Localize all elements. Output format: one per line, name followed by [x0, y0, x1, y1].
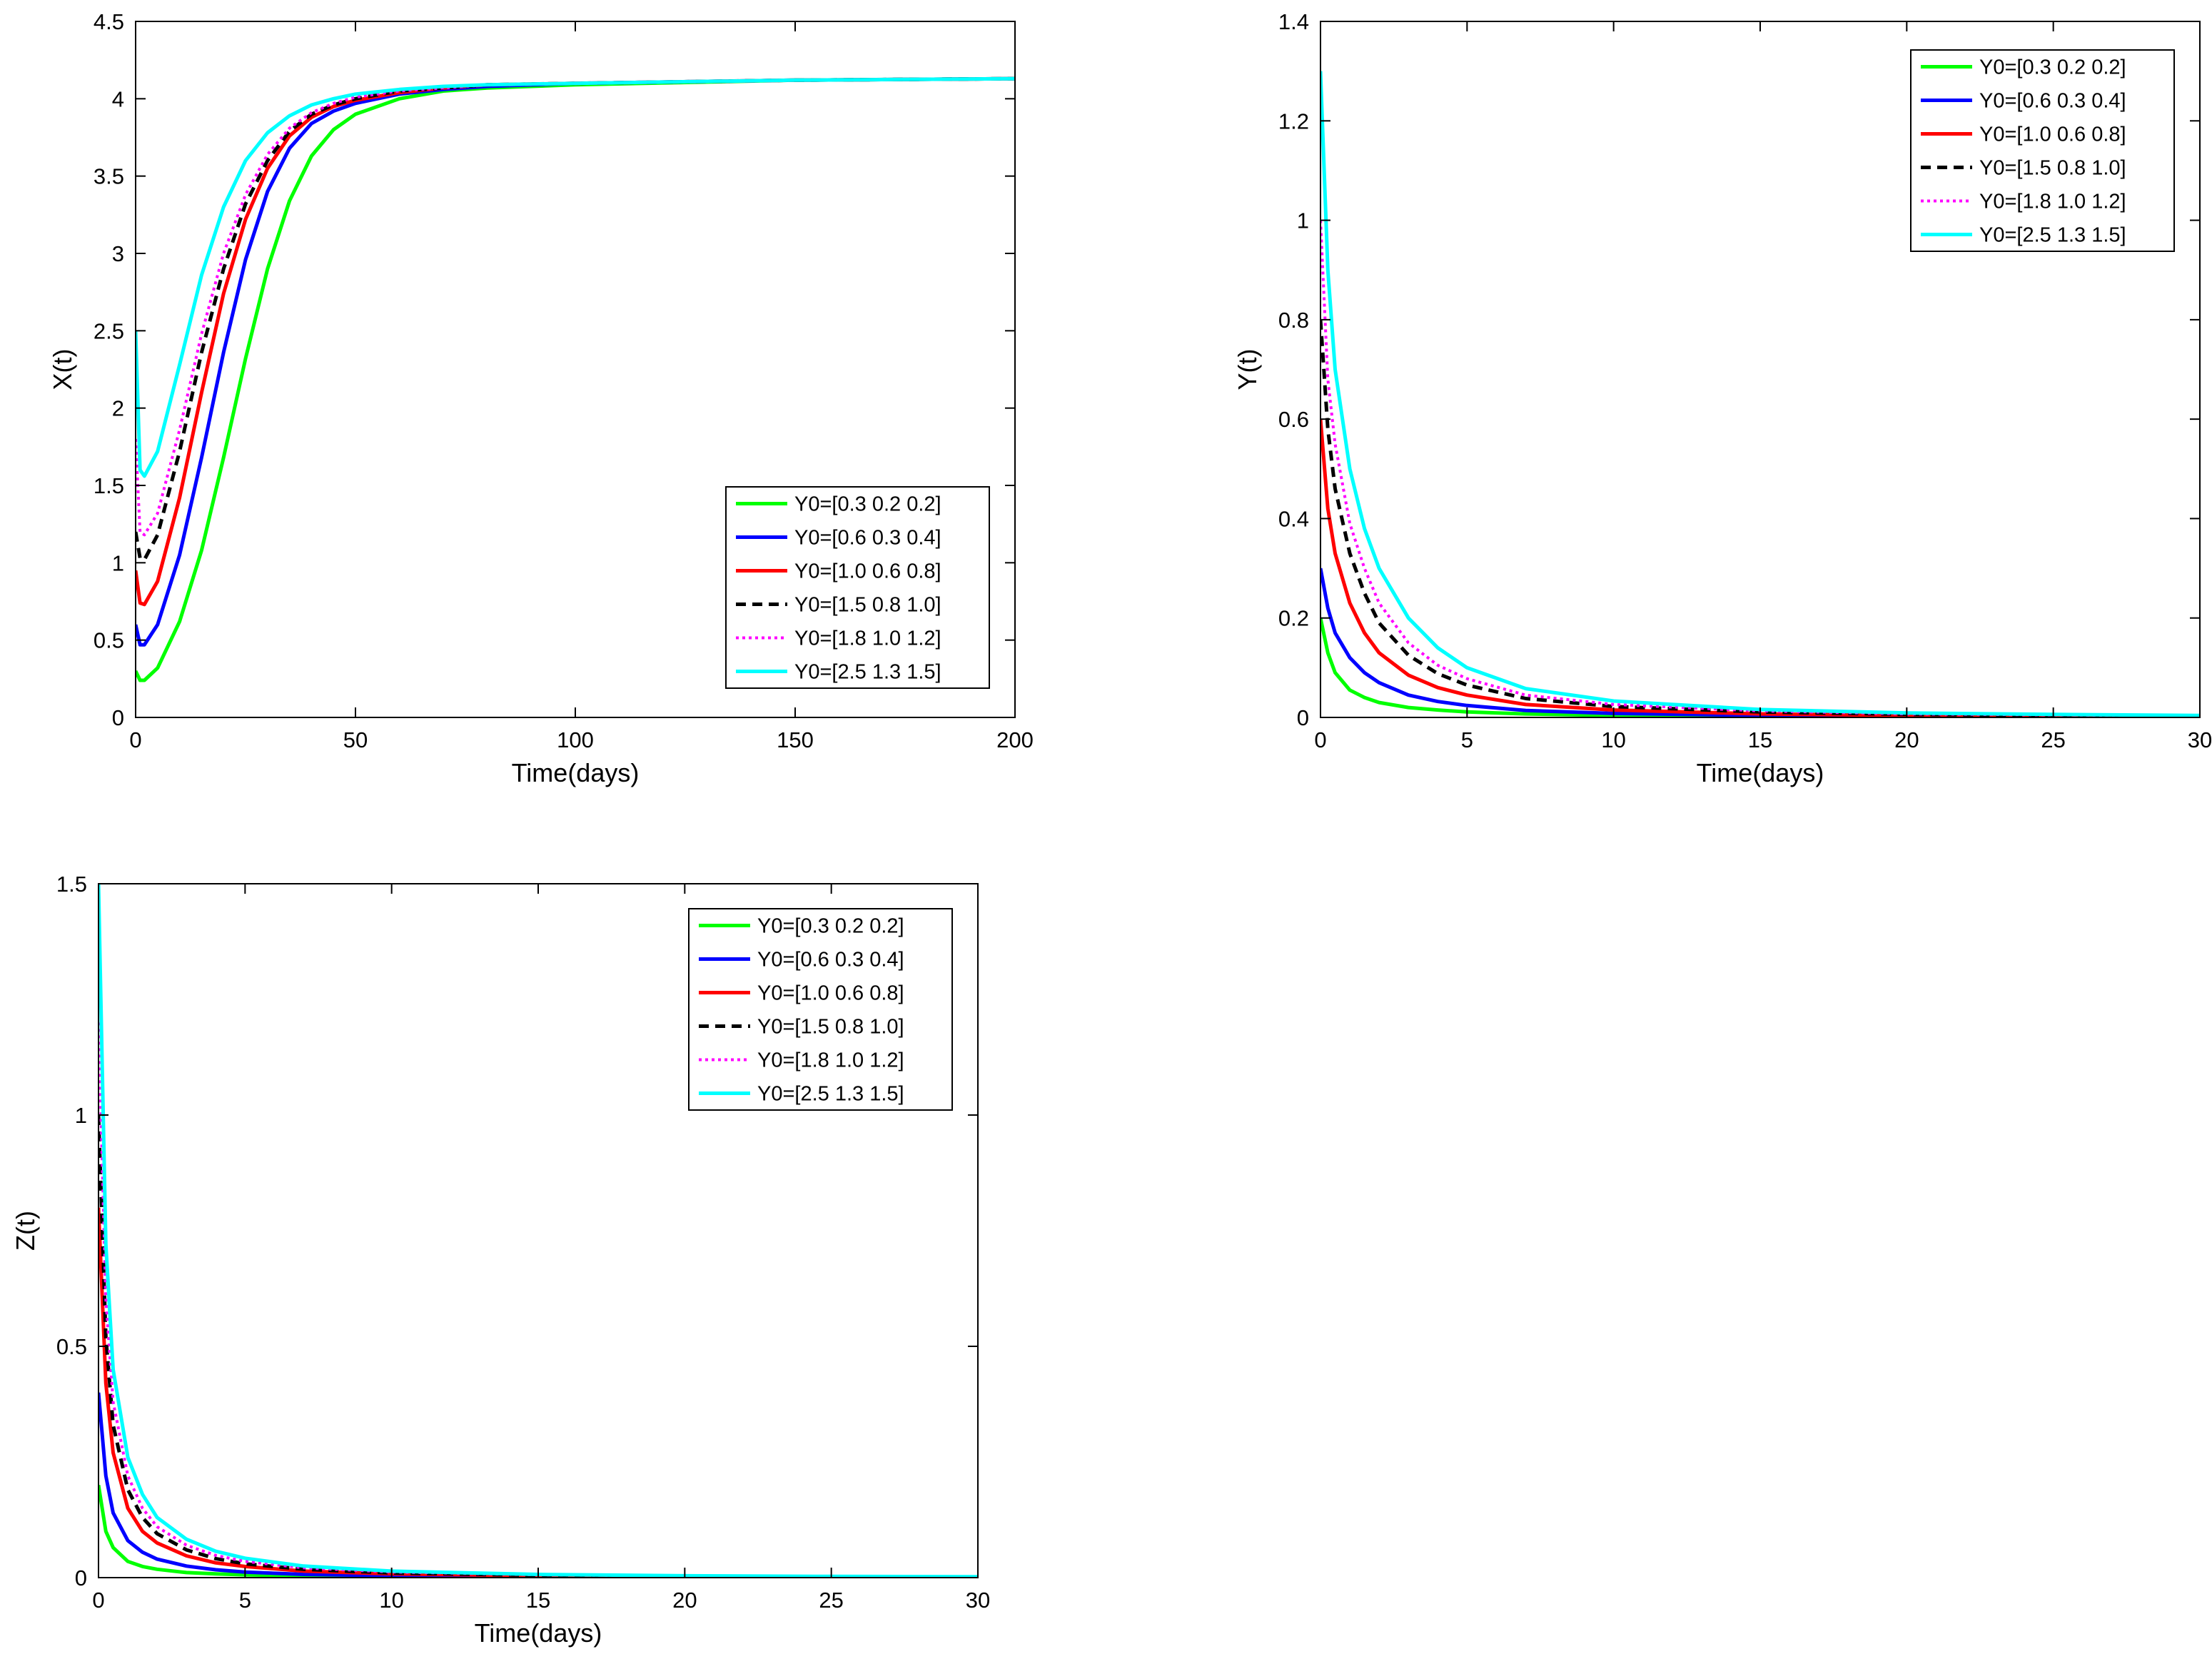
y-tick-label: 0.2	[1278, 606, 1309, 631]
x-tick-label: 0	[1314, 727, 1326, 752]
y-axis-label: Z(t)	[11, 1211, 40, 1251]
x-tick-label: 25	[819, 1588, 843, 1613]
y-tick-label: 0.8	[1278, 308, 1309, 333]
x-tick-label: 25	[2041, 727, 2065, 752]
x-tick-label: 15	[1748, 727, 1772, 752]
legend: Y0=[0.3 0.2 0.2] Y0=[0.6 0.3 0.4] Y0=[1.0 …	[1910, 49, 2175, 252]
y-tick-label: 4.5	[94, 9, 124, 34]
x-tick-label: 0	[129, 727, 141, 752]
x-tick-label: 0	[92, 1588, 104, 1613]
series-group	[99, 884, 978, 1578]
y-tick-label: 1.5	[56, 872, 87, 897]
legend: Y0=[0.3 0.2 0.2] Y0=[0.6 0.3 0.4] Y0=[1.0 …	[725, 486, 990, 689]
series-line-4	[1320, 220, 2200, 717]
series-line-4	[99, 1022, 978, 1578]
legend-label-3: Y0=[1.5 0.8 1.0]	[1979, 157, 2126, 180]
series-line-5	[136, 76, 1015, 478]
legend-label-1: Y0=[0.6 0.3 0.4]	[757, 949, 904, 972]
x-tick-label: 30	[2188, 727, 2212, 752]
series-line-5	[1320, 71, 2200, 717]
legend-label-0: Y0=[0.3 0.2 0.2]	[1979, 56, 2126, 79]
y-tick-label: 4	[112, 86, 124, 111]
y-axis-label: Y(t)	[1233, 349, 1262, 390]
y-tick-label: 3	[112, 241, 124, 266]
chart-y-of-t: 0 5 10 15 20 25 30 0 0.2 0.4 0.6 0.8 1 1.2 1.4 Time(day…	[1233, 9, 2212, 787]
y-tick-label: 0.5	[56, 1334, 87, 1359]
series-group	[136, 76, 1015, 682]
y-tick-label: 0.4	[1278, 506, 1309, 531]
legend-label-4: Y0=[1.8 1.0 1.2]	[1979, 191, 2126, 213]
legend-label-2: Y0=[1.0 0.6 0.8]	[1979, 123, 2126, 146]
legend-box	[688, 908, 953, 1111]
x-axis-label: Time(days)	[1697, 758, 1824, 787]
legend: Y0=[0.3 0.2 0.2] Y0=[0.6 0.3 0.4] Y0=[1.0 …	[688, 908, 953, 1111]
y-tick-label: 1	[1297, 208, 1309, 233]
legend-label-0: Y0=[0.3 0.2 0.2]	[794, 493, 941, 516]
x-tick-label: 100	[557, 727, 594, 752]
y-axis-label: X(t)	[48, 349, 77, 390]
y-tick-label: 0	[1297, 705, 1309, 730]
legend-box	[1910, 49, 2175, 252]
y-tick-label: 0.5	[94, 628, 124, 653]
legend-label-5: Y0=[2.5 1.3 1.5]	[757, 1083, 904, 1106]
x-tick-label: 150	[777, 727, 814, 752]
series-line-3	[99, 1114, 978, 1578]
legend-label-5: Y0=[2.5 1.3 1.5]	[1979, 224, 2126, 247]
chart-z-of-t: 0 5 10 15 20 25 30 0 0.5 1 1.5 Time(days) Z(t) Y0=[0.…	[11, 872, 990, 1648]
y-tick-label: 1.5	[94, 473, 124, 498]
y-tick-label: 2	[112, 396, 124, 421]
y-tick-label: 1	[75, 1103, 87, 1128]
legend-label-3: Y0=[1.5 0.8 1.0]	[757, 1016, 904, 1039]
x-tick-label: 30	[966, 1588, 990, 1613]
legend-label-2: Y0=[1.0 0.6 0.8]	[757, 982, 904, 1005]
legend-label-4: Y0=[1.8 1.0 1.2]	[757, 1049, 904, 1072]
y-tick-label: 1.4	[1278, 9, 1309, 34]
y-tick-label: 1.2	[1278, 109, 1309, 133]
legend-label-5: Y0=[2.5 1.3 1.5]	[794, 661, 941, 684]
y-tick-label: 3.5	[94, 164, 124, 189]
y-tick-label: 0.6	[1278, 407, 1309, 432]
legend-label-0: Y0=[0.3 0.2 0.2]	[757, 915, 904, 938]
legend-label-3: Y0=[1.5 0.8 1.0]	[794, 594, 941, 617]
chart-x-of-t: 0 50 100 150 200 0 0.5 1 1.5 2 2.5 3 3.5 4 4.5 Time(day…	[48, 9, 1034, 787]
y-tick-label: 0	[75, 1565, 87, 1590]
series-line-3	[1320, 319, 2200, 717]
legend-label-1: Y0=[0.6 0.3 0.4]	[1979, 90, 2126, 113]
x-tick-label: 200	[996, 727, 1034, 752]
x-tick-label: 50	[343, 727, 368, 752]
legend-label-4: Y0=[1.8 1.0 1.2]	[794, 627, 941, 650]
x-axis-label: Time(days)	[475, 1618, 602, 1648]
x-tick-label: 5	[239, 1588, 251, 1613]
legend-label-1: Y0=[0.6 0.3 0.4]	[794, 527, 941, 550]
y-tick-label: 1	[112, 550, 124, 575]
x-tick-label: 20	[1894, 727, 1919, 752]
y-tick-label: 0	[112, 705, 124, 730]
x-tick-label: 10	[379, 1588, 403, 1613]
x-tick-label: 15	[526, 1588, 550, 1613]
x-axis-label: Time(days)	[512, 758, 640, 787]
x-tick-label: 20	[672, 1588, 697, 1613]
y-tick-label: 2.5	[94, 318, 124, 343]
x-tick-label: 5	[1461, 727, 1473, 752]
legend-label-2: Y0=[1.0 0.6 0.8]	[794, 560, 941, 583]
legend-box	[725, 486, 990, 689]
series-line-5	[99, 884, 978, 1578]
x-tick-label: 10	[1601, 727, 1625, 752]
